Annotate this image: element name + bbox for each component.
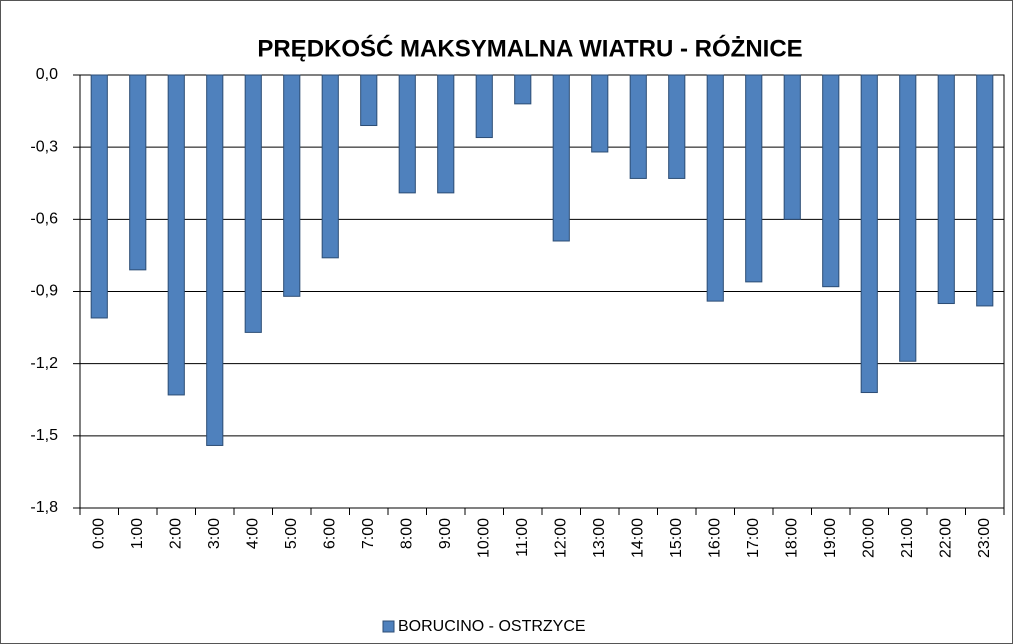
bar [167,74,185,396]
x-tick-label: 11:00 [514,518,531,557]
bar [398,74,416,194]
x-tick-label: 15:00 [668,518,685,558]
bar [976,74,994,307]
x-tick-label: 18:00 [783,518,800,558]
bar [360,74,378,127]
x-tick-label: 10:00 [475,518,492,558]
x-tick-label: 0:00 [90,518,107,549]
bar [321,74,339,259]
x-tick-label: 6:00 [321,518,338,549]
y-tick-label: -0,6 [30,211,58,228]
x-tick-label: 9:00 [437,518,454,549]
x-tick-label: 12:00 [552,518,569,558]
bar [283,74,301,297]
y-tick-label: -1,2 [30,355,58,372]
bar [437,74,455,194]
bar [552,74,570,242]
bar [668,74,686,179]
bar [937,74,955,305]
y-tick-label: -0,3 [30,138,58,155]
bar [629,74,647,179]
bar [822,74,840,288]
bar [90,74,108,319]
bar [745,74,763,283]
bar [514,74,532,105]
x-tick-label: 3:00 [206,518,223,549]
bar [899,74,917,362]
x-tick-label: 5:00 [283,518,300,549]
y-tick-label: -0,9 [30,283,58,300]
x-tick-label: 21:00 [899,518,916,558]
bar [244,74,262,333]
bar [475,74,493,139]
bar [206,74,224,446]
x-tick-label: 8:00 [398,518,415,549]
bar [860,74,878,394]
x-tick-label: 14:00 [629,518,646,558]
x-tick-label: 17:00 [745,518,762,558]
bar [783,74,801,220]
legend-label: BORUCINO - OSTRZYCE [398,618,586,635]
bar [129,74,147,271]
y-tick-label: -1,5 [30,427,58,444]
x-tick-label: 23:00 [976,518,993,558]
x-tick-label: 2:00 [167,518,184,549]
chart-title: PRĘDKOŚĆ MAKSYMALNA WIATRU - RÓŻNICE [257,34,802,62]
x-tick-label: 7:00 [360,518,377,549]
bar [706,74,724,302]
y-tick-label: 0,0 [36,66,58,83]
y-tick-label: -1,8 [30,499,58,516]
x-tick-label: 19:00 [822,518,839,558]
x-tick-label: 22:00 [937,518,954,558]
x-tick-label: 13:00 [591,518,608,558]
x-tick-label: 16:00 [706,518,723,558]
x-tick-label: 4:00 [244,518,261,549]
legend-swatch [382,620,395,633]
bar [591,74,609,153]
x-tick-label: 1:00 [129,518,146,549]
x-tick-label: 20:00 [860,518,877,558]
